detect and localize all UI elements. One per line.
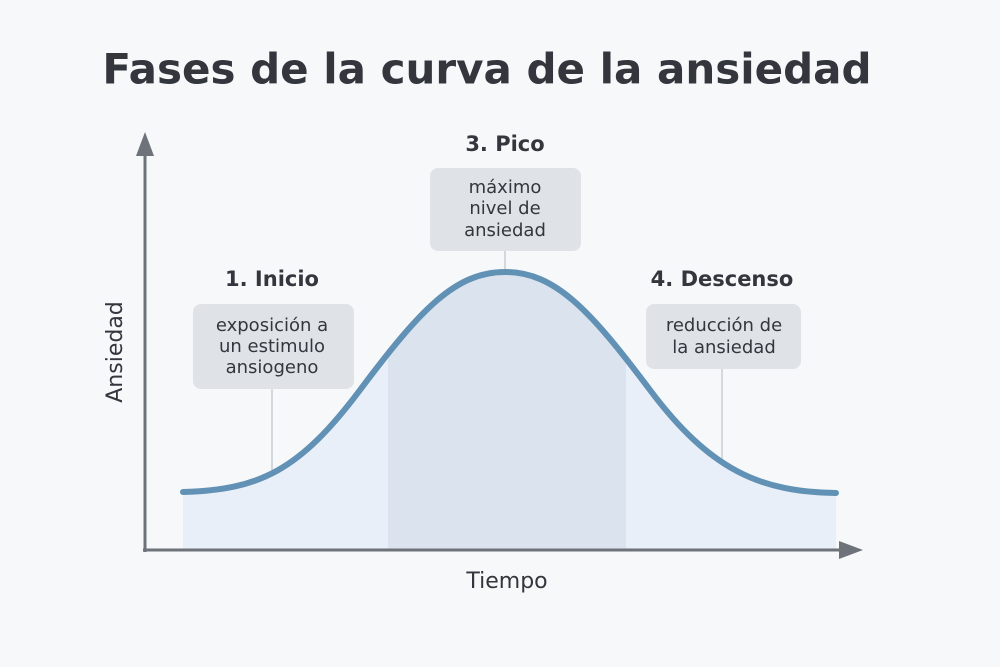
phase-text: exposición a (216, 315, 328, 336)
title: Fases de la curva de la ansiedad (102, 45, 871, 94)
y-axis-label: Ansiedad (103, 301, 128, 403)
phase-text: ansiogeno (226, 357, 319, 378)
phase-text: reducción de (666, 315, 782, 336)
x-arrow (839, 541, 863, 559)
phase-title: 4. Descenso (651, 267, 794, 291)
peak-region (388, 272, 626, 550)
phase-title: 1. Inicio (225, 267, 319, 291)
phase-box (193, 304, 354, 389)
anxiety-curve (180, 268, 839, 496)
phase-text: máximo (469, 177, 542, 198)
phase-text: la ansiedad (672, 337, 776, 358)
x-axis-label: Tiempo (465, 569, 547, 594)
phase-text: nivel de (469, 198, 540, 219)
phase-text: un estimulo (219, 336, 325, 357)
phase-box (646, 304, 801, 369)
phase-title: 3. Pico (465, 132, 544, 156)
y-arrow (136, 132, 154, 156)
phase-box (430, 168, 581, 251)
phase-text: ansiedad (464, 220, 546, 241)
